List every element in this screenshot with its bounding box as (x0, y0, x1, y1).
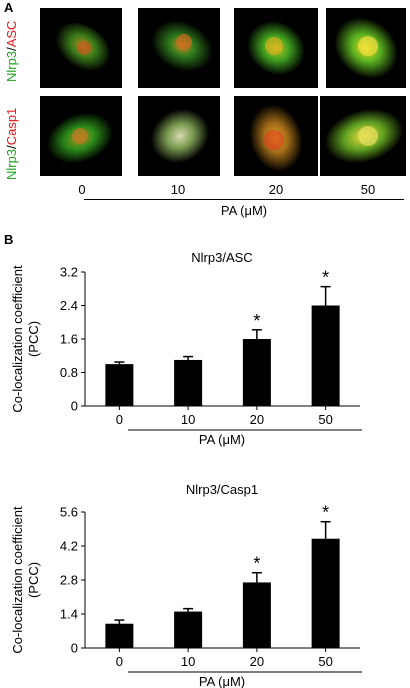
x-axis-label: PA (μM) (199, 674, 245, 688)
significance-marker: * (322, 503, 329, 523)
y-tick-label: 1.6 (60, 332, 78, 347)
micrograph-asc-10 (138, 8, 220, 88)
conc-label-50: 50 (360, 182, 376, 197)
panel-letter-b: B (4, 232, 14, 247)
y-axis-label: Co-localization coefficient (10, 265, 25, 413)
x-tick-label: 20 (250, 654, 264, 669)
chart-nlrp3-casp1: Nlrp3/Casp1 Co-localization coefficient (P… (10, 482, 362, 688)
micrograph-casp1-10 (138, 96, 220, 176)
panel-a-xlabel: PA (μM) (220, 203, 268, 218)
y-axis-label: Co-localization coefficient (10, 506, 25, 654)
micrograph-casp1-50 (320, 96, 406, 176)
micrograph-asc-0 (40, 8, 122, 88)
chart-title: Nlrp3/Casp1 (186, 482, 258, 497)
x-tick-label: 20 (250, 412, 264, 427)
conc-label-0: 0 (78, 182, 86, 197)
x-tick-label: 10 (181, 412, 195, 427)
conc-label-10: 10 (170, 182, 186, 197)
bar (105, 364, 134, 406)
x-tick-label: 10 (181, 654, 195, 669)
bar (242, 582, 271, 648)
y-tick-label: 3.2 (60, 265, 78, 280)
bar (311, 538, 340, 648)
y-tick-label: 5.6 (60, 505, 78, 520)
row2-label: Nlrp3/Casp1 (4, 107, 19, 180)
y-tick-label: 1.4 (60, 607, 78, 622)
panel-a-axis-rule (84, 199, 404, 200)
chart-nlrp3-asc: Nlrp3/ASC Co-localization coefficient (PCC… (10, 250, 362, 447)
micrograph-casp1-20 (234, 96, 318, 176)
y-tick-label: 0 (71, 399, 78, 414)
significance-marker: * (253, 554, 260, 574)
y-axis-label-unit: (PCC) (26, 562, 41, 598)
y-tick-label: 0.8 (60, 365, 78, 380)
x-tick-label: 50 (318, 412, 332, 427)
significance-marker: * (253, 311, 260, 331)
bar (242, 339, 271, 406)
x-axis-label: PA (μM) (199, 432, 245, 447)
significance-marker: * (322, 268, 329, 288)
y-tick-label: 2.4 (60, 298, 78, 313)
micrograph-casp1-0 (40, 96, 122, 176)
x-tick-label: 50 (318, 654, 332, 669)
bar (311, 305, 340, 406)
x-tick-label: 0 (116, 412, 123, 427)
panel-letter-a: A (4, 0, 14, 15)
x-tick-label: 0 (116, 654, 123, 669)
bar (174, 611, 203, 648)
micrograph-asc-50 (326, 8, 406, 88)
y-tick-label: 2.8 (60, 573, 78, 588)
conc-label-20: 20 (268, 182, 284, 197)
micrograph-asc-20 (234, 8, 318, 88)
y-tick-label: 0 (71, 641, 78, 656)
y-tick-label: 4.2 (60, 539, 78, 554)
y-axis-label-unit: (PCC) (26, 321, 41, 357)
chart-title: Nlrp3/ASC (191, 250, 252, 265)
bar (105, 623, 134, 648)
bar (174, 359, 203, 406)
row1-label: Nlrp3/ASC (4, 20, 19, 82)
